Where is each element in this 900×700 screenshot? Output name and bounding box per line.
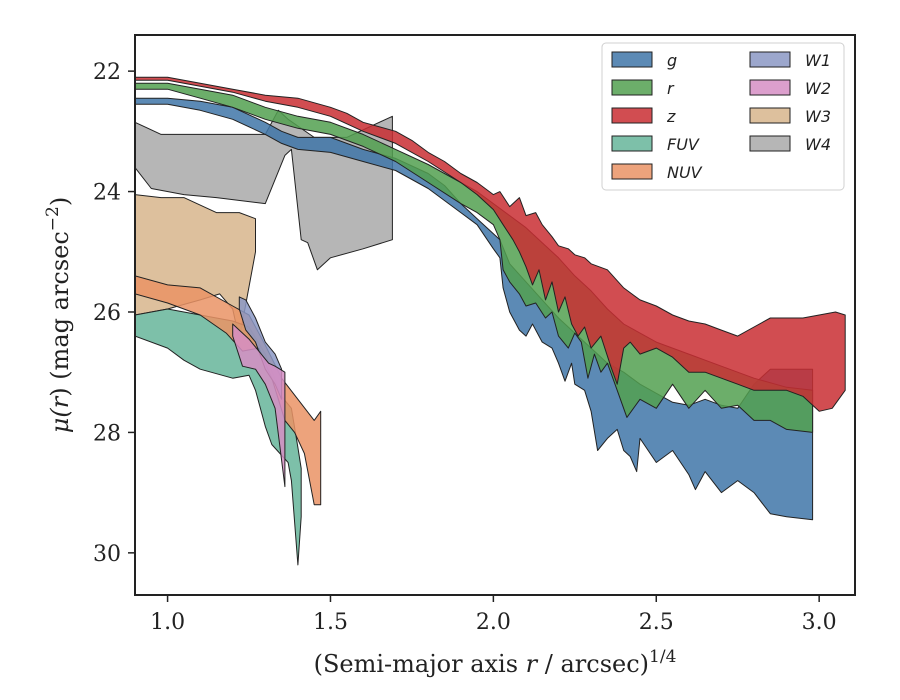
x-tick-label: 1.0 [150, 610, 185, 635]
x-axis-title-pre: (Semi-major axis [314, 650, 526, 678]
y-axis-title-post: ) [46, 197, 74, 206]
band-g [135, 97, 814, 521]
y-tick-label: 28 [93, 421, 121, 446]
y-axis-title-mid: ) (mag arcsec [46, 231, 74, 397]
y-axis: 22 24 26 28 30 [93, 60, 135, 567]
band-w3 [135, 194, 256, 340]
y-tick-label: 26 [93, 301, 121, 326]
legend-label-w2: W2 [805, 79, 831, 98]
legend-swatch-r [611, 79, 653, 96]
y-axis-title-sup: −2 [43, 206, 63, 231]
legend-label-g: g [667, 51, 677, 70]
legend-label-nuv: NUV [667, 163, 703, 182]
legend-label-w4: W4 [805, 135, 831, 154]
x-axis-title-var: r [526, 650, 539, 678]
x-tick-label: 2.0 [476, 610, 511, 635]
x-axis-title: (Semi-major axis r / arcsec)1/4 [314, 647, 677, 678]
legend-label-fuv: FUV [667, 135, 700, 154]
legend-label-w3: W3 [805, 107, 831, 126]
legend-label-w1: W1 [805, 51, 831, 70]
legend-swatch-z [611, 107, 653, 124]
x-tick-label: 2.5 [639, 610, 674, 635]
series-layer [135, 76, 846, 566]
x-axis: 1.0 1.5 2.0 2.5 3.0 [150, 595, 837, 635]
x-axis-title-mid: / arcsec) [537, 650, 649, 678]
plot-frame [134, 34, 856, 596]
legend-swatch-g [611, 51, 653, 68]
x-axis-title-sup: 1/4 [649, 647, 676, 667]
y-tick-label: 24 [93, 181, 121, 206]
legend-swatch-w4 [749, 135, 791, 152]
legend-swatch-w3 [749, 107, 791, 124]
x-tick-label: 3.0 [802, 610, 837, 635]
legend: grz FUV NUV W1 W2 W3 W4 [601, 42, 845, 191]
legend-swatch-w1 [749, 51, 791, 68]
band-w2 [232, 323, 286, 488]
band-z [135, 76, 846, 412]
legend-swatch-w2 [749, 79, 791, 96]
y-axis-title-mu: μ( [46, 408, 74, 434]
x-tick-label: 1.5 [313, 610, 348, 635]
legend-label-r: r [667, 79, 675, 98]
legend-swatch-fuv [611, 135, 653, 152]
y-axis-title-var: r [46, 395, 74, 408]
y-axis-title: μ(r) (mag arcsec−2) [43, 197, 74, 434]
legend-label-z: z [666, 107, 676, 126]
legend-swatch-nuv [611, 163, 653, 180]
y-tick-label: 22 [93, 60, 121, 85]
y-tick-label: 30 [93, 542, 121, 567]
